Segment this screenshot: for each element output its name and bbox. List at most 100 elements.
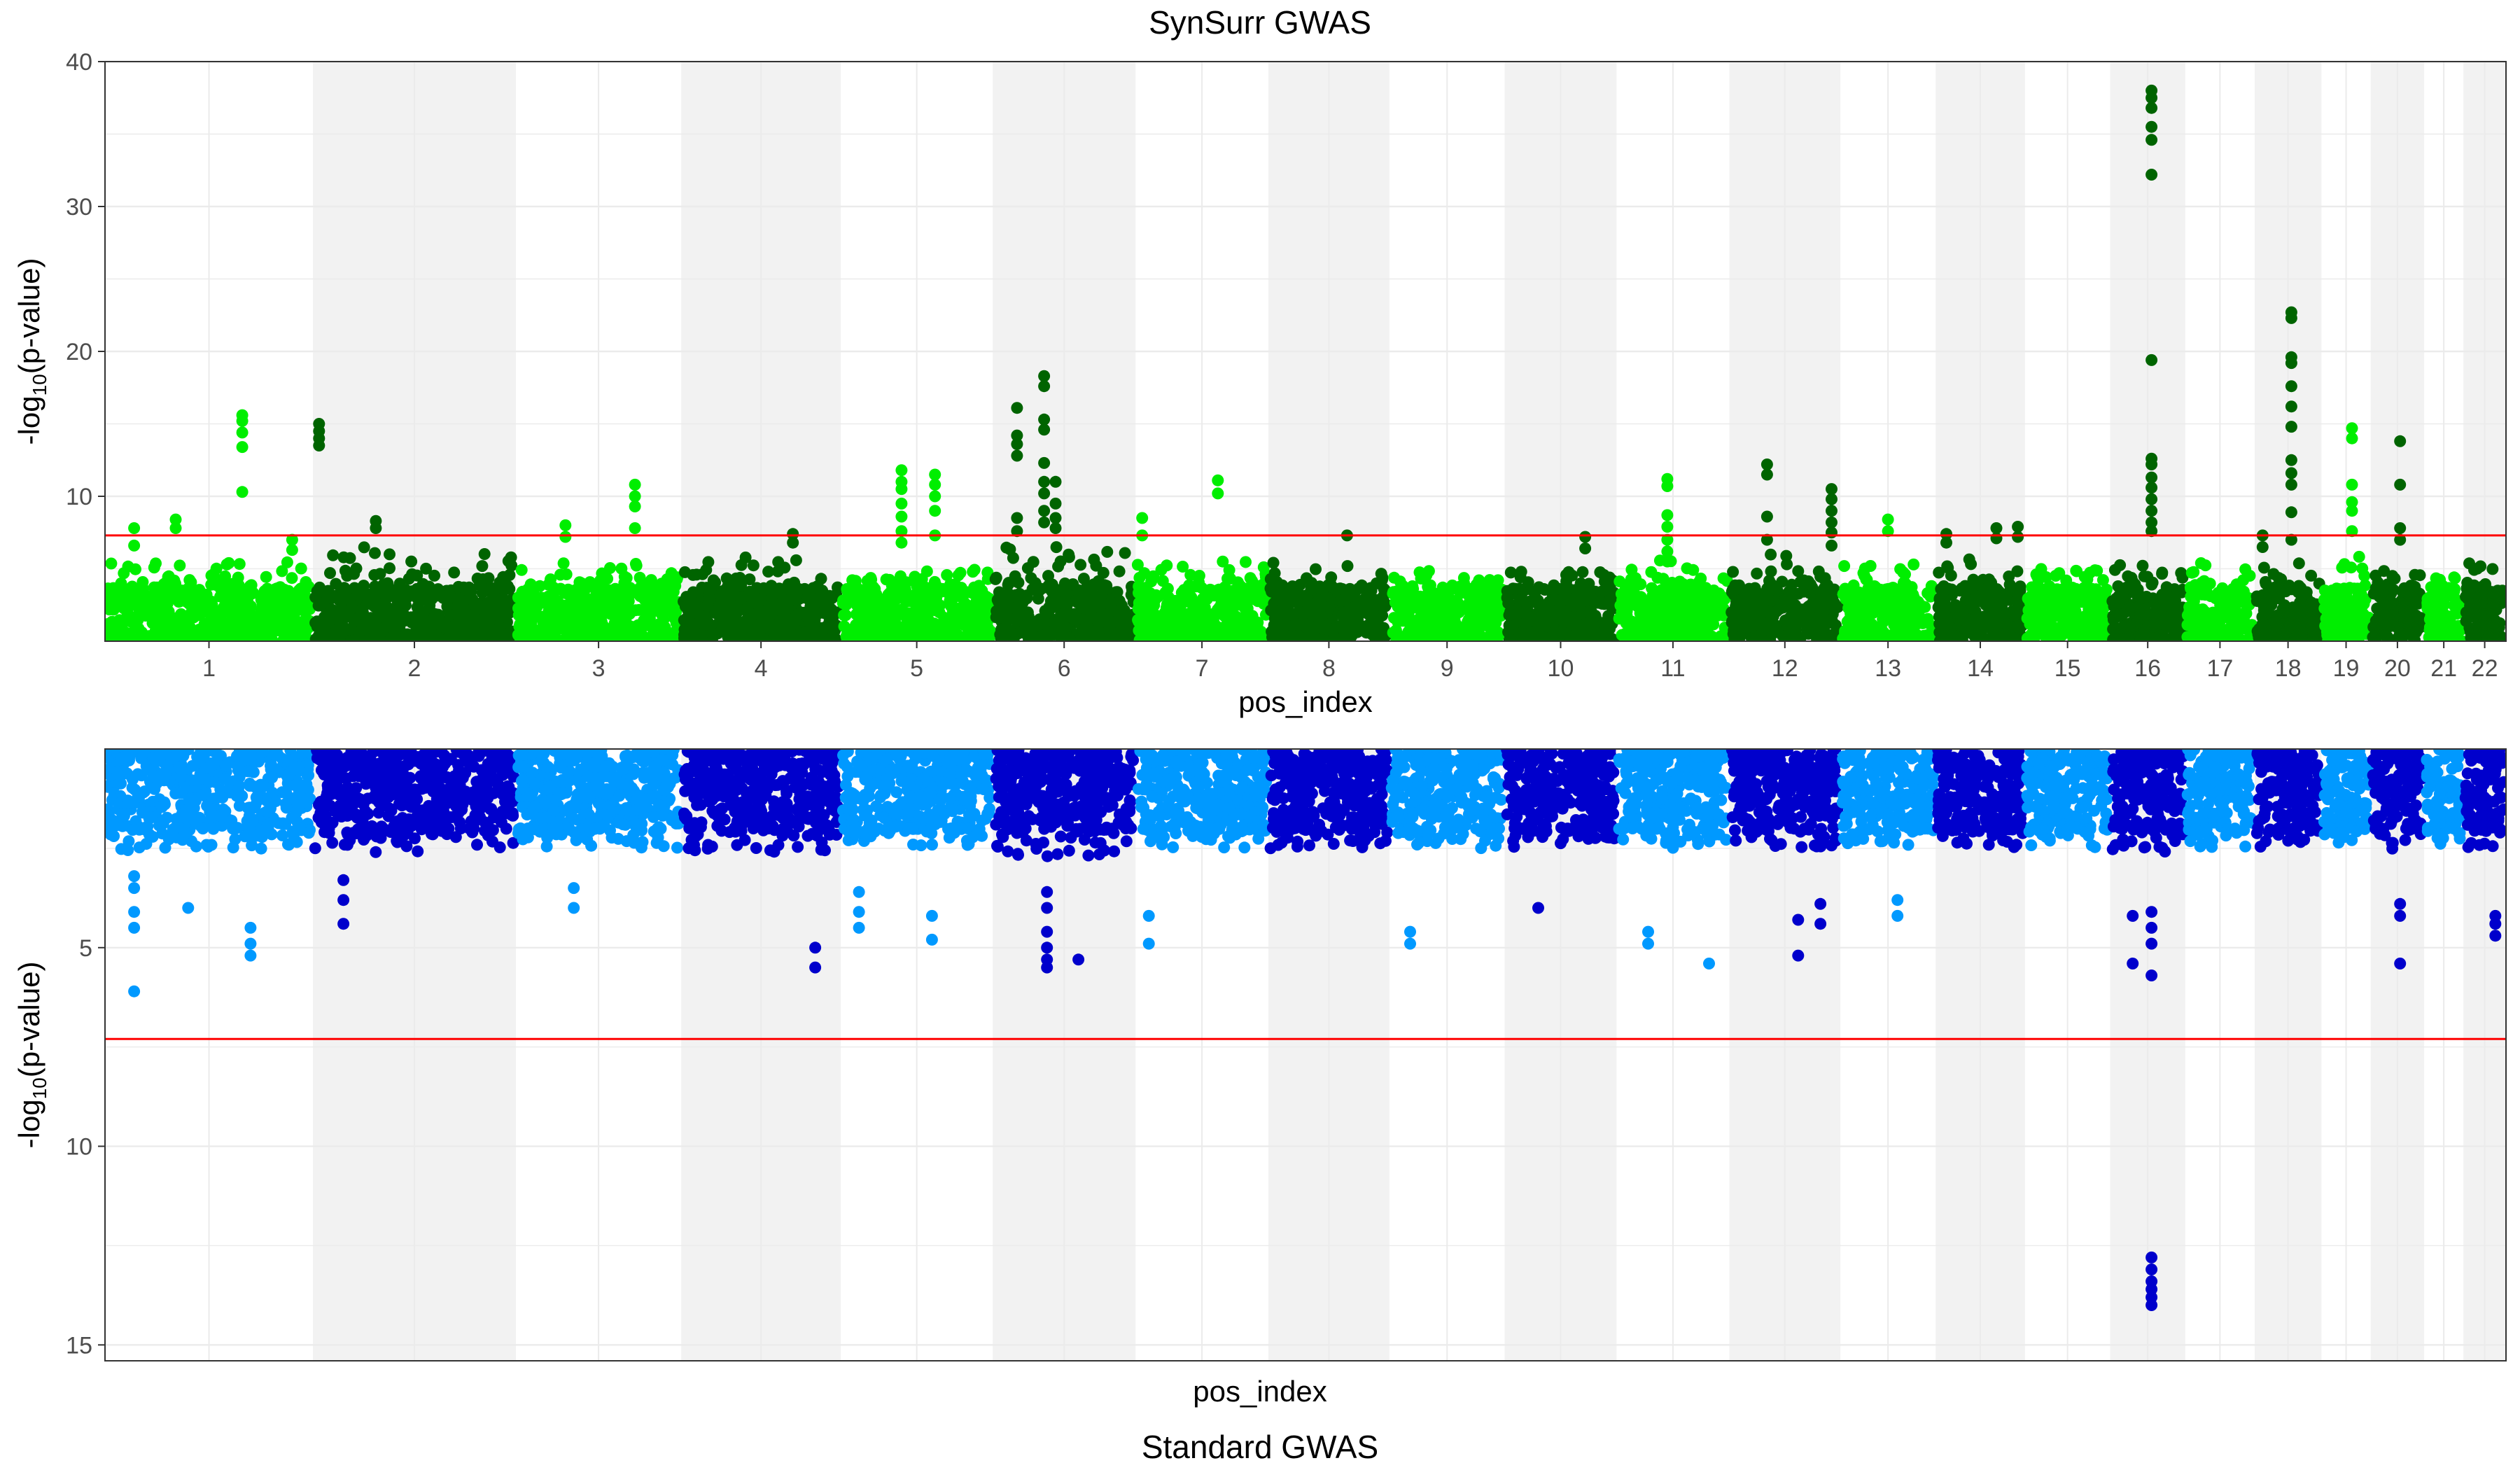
chromosome-9-points [1385,749,1508,855]
peak-point [1404,925,1416,938]
x-tick-label-chr-16: 16 [2134,655,2161,682]
peak-point [629,522,641,534]
x-tick-label-chr-3: 3 [592,655,606,682]
peak-point [1940,528,1952,540]
y-tick-label: 10 [66,1134,92,1161]
chromosome-2-points [309,749,519,858]
peak-point [2146,921,2158,934]
peak-point [128,921,141,934]
x-tick-label-chr-4: 4 [755,655,768,682]
peak-point [925,909,938,922]
bottom-y-axis: 5 10 15 [66,935,105,1359]
chromosome-19-points [2318,550,2375,641]
chromosome-1-points [105,556,317,641]
peak-point [2346,525,2358,538]
peak-point [1826,516,1837,528]
peak-point [2394,435,2407,447]
x-tick-label-chr-11: 11 [1660,655,1685,682]
peak-point [2394,958,2407,969]
peak-point [2146,1264,2158,1275]
standard-manhattan-plot: 5 10 15 pos_index -log10(p-value) [13,748,2507,1408]
chromosome-15-points [2021,563,2114,641]
peak-point [629,478,641,491]
x-tick-label-chr-6: 6 [1058,655,1071,682]
peak-point [568,902,580,914]
peak-point [128,985,141,997]
peak-point [2146,516,2158,528]
peak-point [2146,134,2158,146]
chromosome-1-points [105,749,317,856]
top-chart-title: SynSurr GWAS [1149,4,1371,41]
peak-point [236,426,248,439]
peak-point [1891,894,1904,906]
peak-point [1038,424,1051,436]
peak-point [929,478,941,491]
peak-point [1826,526,1837,539]
peak-point [1826,483,1837,496]
peak-point [929,490,941,503]
peak-point [2346,496,2358,508]
peak-point [568,882,580,895]
peak-point [2146,102,2158,114]
peak-point [2146,969,2158,981]
peak-point [895,536,908,549]
peak-point [1826,539,1837,552]
peak-point [925,933,938,946]
chromosome-4-points [678,551,845,641]
peak-point [1038,487,1051,500]
peak-point [370,522,382,534]
chromosome-10-points [1501,566,1620,641]
peak-point [2127,909,2139,922]
peak-point [1049,497,1062,510]
peak-point [1404,937,1416,950]
peak-point [809,941,822,954]
chromosome-18-points [2250,749,2325,853]
peak-point [2146,354,2158,366]
peak-point [1990,532,2003,545]
peak-point [1038,413,1051,426]
peak-point [895,483,908,496]
peak-point [2285,400,2297,413]
x-tick-label-chr-17: 17 [2206,655,2233,682]
peak-point [895,525,908,538]
chromosome-10-points [1501,749,1620,853]
chromosome-14-points [1932,553,2029,641]
x-tick-label-chr-2: 2 [408,655,421,682]
peak-point [1038,370,1051,382]
peak-point [1038,380,1051,393]
peak-point [787,528,799,540]
peak-point [1136,512,1149,524]
peak-point [236,414,248,427]
peak-point [2346,422,2358,435]
peak-point [1011,402,1023,414]
peak-point [1642,937,1654,950]
bottom-background-points [105,749,2506,862]
peak-point [236,441,248,454]
chromosome-11-points [1613,554,1733,641]
peak-point [2394,478,2407,491]
chromosome-14-points [1932,749,2029,853]
peak-point [2346,432,2358,444]
peak-point [2489,909,2502,922]
peak-point [1038,475,1051,488]
chromosome-7-points [1131,555,1273,641]
peak-point [2285,533,2297,546]
chromosome-22-points [2459,749,2506,853]
peak-point [1703,958,1715,969]
x-tick-label-chr-10: 10 [1548,655,1574,682]
peak-point [1792,949,1805,962]
bottom-chart-title: Standard GWAS [1142,1429,1378,1465]
peak-point [2146,92,2158,104]
chromosome-9-points [1387,565,1508,641]
peak-point [1661,545,1674,558]
peak-point [2394,909,2407,922]
peak-point [128,522,141,534]
peak-point [629,490,641,503]
peak-point [2146,169,2158,181]
peak-point [169,513,182,526]
peak-point [1011,512,1023,524]
peak-point [1642,925,1654,938]
peak-point [2394,522,2407,534]
peak-point [895,510,908,523]
